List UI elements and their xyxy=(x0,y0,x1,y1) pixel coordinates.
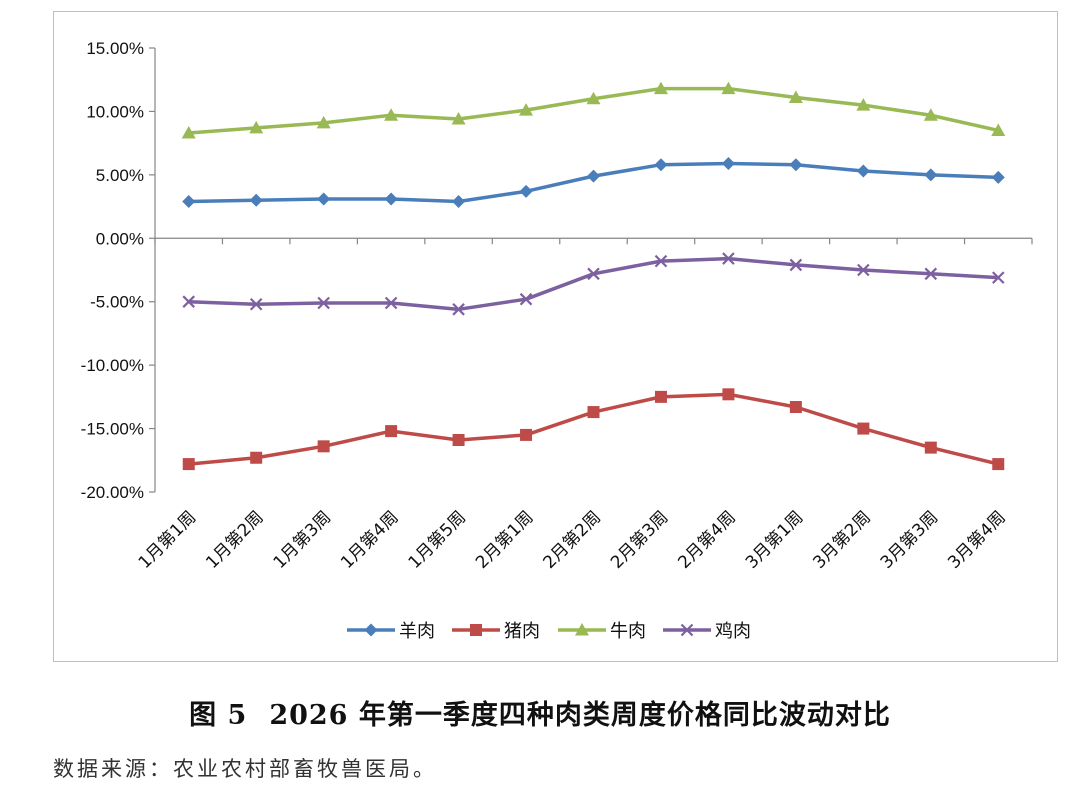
data-point-4-6 xyxy=(519,292,533,306)
legend-marker-2 xyxy=(470,624,482,636)
x-tick-label: 3月第2周 xyxy=(809,507,875,573)
data-point-2-5 xyxy=(452,433,465,446)
data-point-3-9 xyxy=(721,81,736,95)
x-tick-label: 1月第2周 xyxy=(202,507,268,573)
legend-label-2: 猪肉 xyxy=(504,621,540,642)
figure-title: 2026 年第一季度四种肉类周度价格同比波动对比 xyxy=(269,700,891,731)
data-point-2-2 xyxy=(250,451,263,464)
data-point-1-10 xyxy=(789,158,803,172)
x-tick-label: 1月第1周 xyxy=(135,507,201,573)
data-point-4-8 xyxy=(654,254,668,268)
x-tick-label: 2月第2周 xyxy=(540,507,606,573)
legend-label-4: 鸡肉 xyxy=(715,621,751,642)
data-point-2-10 xyxy=(789,401,802,414)
y-tick-label: -20.00% xyxy=(81,483,144,502)
figure-number: 图 5 xyxy=(189,700,248,731)
legend-label-3: 牛肉 xyxy=(610,621,646,642)
data-point-3-6 xyxy=(519,103,534,116)
data-point-4-11 xyxy=(857,263,870,277)
data-point-1-5 xyxy=(452,194,466,208)
data-point-3-5 xyxy=(451,112,466,125)
x-tick-label: 3月第4周 xyxy=(944,507,1010,573)
legend-marker-4 xyxy=(680,623,694,637)
x-tick-label: 2月第4周 xyxy=(674,507,740,573)
legend-label-1: 羊肉 xyxy=(399,621,435,642)
data-point-4-5 xyxy=(452,303,465,316)
data-point-2-13 xyxy=(992,458,1005,471)
data-point-4-13 xyxy=(991,271,1005,284)
data-point-3-4 xyxy=(384,108,399,121)
y-tick-label: -10.00% xyxy=(81,356,144,375)
y-tick-label: 0.00% xyxy=(96,229,144,248)
data-point-2-6 xyxy=(520,428,533,441)
data-point-3-12 xyxy=(923,108,938,121)
legend-marker-3 xyxy=(575,623,589,636)
data-point-1-9 xyxy=(721,156,735,170)
data-point-2-9 xyxy=(722,388,735,401)
x-tick-label: 2月第3周 xyxy=(607,507,673,573)
figure-caption: 图 5 2026 年第一季度四种肉类周度价格同比波动对比 xyxy=(0,693,1080,732)
data-point-1-6 xyxy=(519,184,533,198)
data-point-4-10 xyxy=(789,258,803,272)
data-point-3-10 xyxy=(788,90,803,103)
data-point-4-4 xyxy=(384,296,398,310)
line-chart: 15.00% 10.00% 5.00% 0.00% -5.00% -10.00% -15.0… xyxy=(81,39,1033,642)
series-line-2 xyxy=(186,392,1001,466)
data-point-4-12 xyxy=(924,267,938,281)
data-point-2-1 xyxy=(182,458,195,471)
data-point-3-1 xyxy=(181,125,196,139)
data-point-4-1 xyxy=(182,295,196,308)
x-tick-label: 1月第4周 xyxy=(337,507,403,573)
x-tick-label: 1月第3周 xyxy=(270,507,336,573)
data-point-3-13 xyxy=(991,123,1006,136)
data-point-2-8 xyxy=(654,390,667,403)
data-point-4-3 xyxy=(317,296,330,310)
data-point-2-4 xyxy=(385,425,398,438)
data-point-2-7 xyxy=(587,406,600,419)
y-tick-label: 10.00% xyxy=(86,102,144,121)
series-line-4 xyxy=(186,256,1001,312)
x-tick-label: 1月第5周 xyxy=(405,507,471,573)
data-point-1-11 xyxy=(856,164,870,178)
y-tick-label: 15.00% xyxy=(86,39,144,58)
y-tick-label: -5.00% xyxy=(90,293,144,312)
data-point-2-12 xyxy=(924,441,937,454)
x-tick-label: 3月第1周 xyxy=(742,507,808,573)
data-point-1-13 xyxy=(991,170,1005,184)
data-point-3-8 xyxy=(653,81,668,95)
data-point-1-12 xyxy=(924,168,938,182)
data-point-1-8 xyxy=(654,158,668,172)
data-point-3-2 xyxy=(249,120,264,134)
data-point-1-4 xyxy=(384,192,398,206)
data-point-2-11 xyxy=(857,422,870,435)
data-point-3-11 xyxy=(856,98,871,111)
data-point-1-1 xyxy=(182,194,196,208)
y-tick-label: 5.00% xyxy=(96,166,144,185)
data-point-4-7 xyxy=(587,267,600,281)
y-tick-label: -15.00% xyxy=(81,420,144,439)
data-point-1-2 xyxy=(249,193,263,207)
data-point-3-3 xyxy=(316,115,331,129)
x-tick-label: 2月第1周 xyxy=(472,507,538,573)
chart-frame: 15.00% 10.00% 5.00% 0.00% -5.00% -10.00% -15.0… xyxy=(53,11,1058,662)
data-point-4-9 xyxy=(722,252,735,265)
legend-marker-1 xyxy=(364,623,378,637)
x-tick-label: 3月第3周 xyxy=(877,507,943,573)
data-point-1-3 xyxy=(317,192,331,206)
data-point-3-7 xyxy=(586,91,601,105)
data-point-1-7 xyxy=(587,169,600,183)
data-point-4-2 xyxy=(249,297,263,311)
data-point-2-3 xyxy=(317,440,330,453)
source-note: 数据来源：农业农村部畜牧兽医局。 xyxy=(53,757,437,781)
